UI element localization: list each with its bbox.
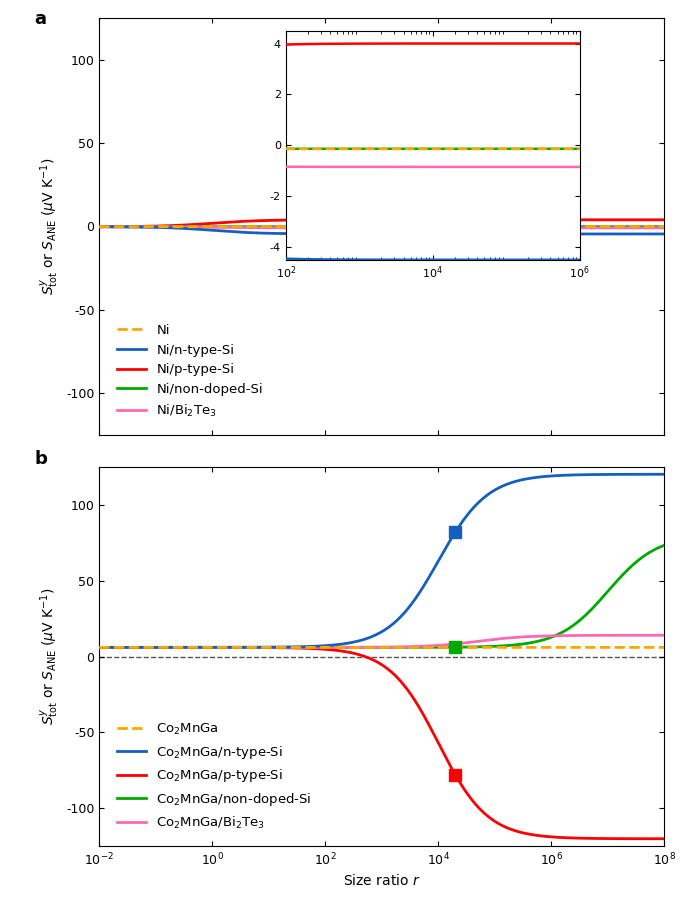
- Legend: Ni, Ni/n-type-Si, Ni/p-type-Si, Ni/non-doped-Si, Ni/Bi$_2$Te$_3$: Ni, Ni/n-type-Si, Ni/p-type-Si, Ni/non-d…: [112, 318, 269, 424]
- Text: b: b: [34, 449, 47, 468]
- Text: a: a: [34, 10, 47, 28]
- Y-axis label: $S^{y}_{\mathrm{tot}}$ or $S_{\mathrm{ANE}}$ ($\mu$V K$^{-1}$): $S^{y}_{\mathrm{tot}}$ or $S_{\mathrm{AN…: [38, 587, 60, 726]
- Legend: Co$_2$MnGa, Co$_2$MnGa/n-type-Si, Co$_2$MnGa/p-type-Si, Co$_2$MnGa/non-doped-Si,: Co$_2$MnGa, Co$_2$MnGa/n-type-Si, Co$_2$…: [112, 716, 317, 836]
- X-axis label: Size ratio $r$: Size ratio $r$: [343, 874, 421, 888]
- Y-axis label: $S^{y}_{\mathrm{tot}}$ or $S_{\mathrm{ANE}}$ ($\mu$V K$^{-1}$): $S^{y}_{\mathrm{tot}}$ or $S_{\mathrm{AN…: [38, 157, 60, 296]
